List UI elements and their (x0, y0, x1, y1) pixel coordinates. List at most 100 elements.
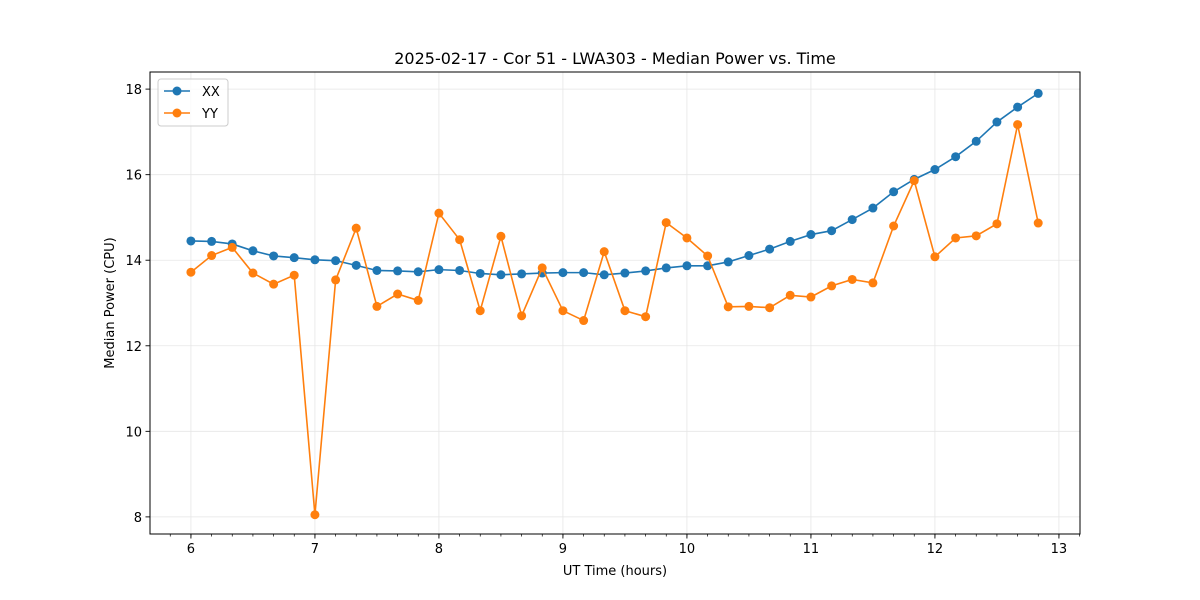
data-point-xx (455, 265, 465, 275)
data-point-yy (744, 301, 754, 311)
data-point-yy (496, 231, 506, 241)
data-point-yy (517, 311, 527, 321)
data-point-yy (620, 306, 630, 316)
data-point-yy (227, 242, 237, 252)
data-point-yy (537, 263, 547, 273)
data-point-yy (868, 278, 878, 288)
x-tick-label: 13 (1051, 542, 1068, 557)
data-point-yy (269, 279, 279, 289)
y-tick-label: 8 (134, 511, 142, 526)
data-point-yy (641, 312, 651, 322)
data-point-yy (806, 292, 816, 302)
x-tick-label: 7 (311, 542, 319, 557)
legend-label-xx: XX (202, 85, 220, 100)
x-tick-label: 9 (559, 542, 567, 557)
data-point-xx (682, 261, 692, 271)
data-point-xx (599, 270, 609, 280)
y-axis-label: Median Power (CPU) (103, 237, 118, 368)
data-point-xx (579, 268, 589, 278)
data-point-yy (599, 247, 609, 257)
data-point-xx (393, 266, 403, 276)
data-point-xx (765, 244, 775, 254)
data-point-yy (331, 275, 341, 285)
legend-marker-yy (172, 108, 182, 118)
y-tick-label: 10 (125, 425, 142, 440)
legend-label-yy: YY (201, 107, 218, 122)
data-point-yy (827, 281, 837, 291)
data-point-xx (413, 267, 423, 277)
data-point-yy (434, 208, 444, 218)
y-tick-label: 18 (125, 83, 142, 98)
data-point-xx (207, 236, 217, 246)
data-point-yy (413, 295, 423, 305)
data-point-xx (889, 187, 899, 197)
data-point-xx (847, 215, 857, 225)
data-point-yy (455, 235, 465, 245)
data-point-yy (475, 306, 485, 316)
data-point-yy (785, 290, 795, 300)
data-point-xx (434, 265, 444, 275)
data-point-xx (558, 268, 568, 278)
data-point-yy (289, 270, 299, 280)
data-point-xx (661, 263, 671, 273)
x-tick-label: 12 (927, 542, 944, 557)
plot-frame (149, 71, 1081, 535)
data-point-xx (475, 268, 485, 278)
data-point-xx (971, 136, 981, 146)
y-tick-label: 12 (125, 340, 142, 355)
data-point-yy (1013, 120, 1023, 130)
legend-marker-xx (172, 86, 182, 96)
data-point-xx (723, 257, 733, 267)
data-point-yy (393, 289, 403, 299)
series-line-xx (190, 92, 1039, 276)
data-point-xx (827, 226, 837, 236)
grid (150, 72, 1080, 534)
x-tick-label: 8 (435, 542, 443, 557)
data-point-yy (558, 306, 568, 316)
series-layer (186, 88, 1043, 520)
data-point-yy (351, 223, 361, 233)
data-point-yy (186, 267, 196, 277)
data-point-yy (372, 301, 382, 311)
data-point-xx (785, 236, 795, 246)
x-axis: 6 7 8 9 10 11 12 13 (169, 534, 1080, 557)
data-point-xx (310, 255, 320, 265)
data-point-yy (248, 268, 258, 278)
x-axis-label: UT Time (hours) (563, 564, 667, 579)
data-point-yy (661, 218, 671, 228)
data-point-xx (517, 269, 527, 279)
data-point-xx (641, 266, 651, 276)
data-point-xx (806, 230, 816, 240)
series-line-yy (190, 124, 1039, 515)
chart-title: 2025-02-17 - Cor 51 - LWA303 - Median Po… (394, 49, 836, 68)
data-point-yy (951, 233, 961, 243)
data-point-xx (1033, 88, 1043, 98)
x-tick-label: 10 (679, 542, 696, 557)
data-point-yy (703, 251, 713, 261)
data-point-xx (269, 251, 279, 261)
data-point-yy (310, 510, 320, 520)
data-point-yy (909, 176, 919, 186)
data-point-yy (971, 231, 981, 241)
data-point-xx (930, 165, 940, 175)
data-point-yy (682, 233, 692, 243)
data-point-yy (207, 251, 217, 261)
data-point-yy (930, 252, 940, 262)
x-tick-label: 6 (187, 542, 195, 557)
data-point-yy (889, 221, 899, 231)
data-point-xx (620, 268, 630, 278)
data-point-yy (1033, 218, 1043, 228)
data-point-yy (765, 303, 775, 313)
data-point-xx (372, 265, 382, 275)
data-point-xx (992, 117, 1002, 127)
x-tick-label: 11 (803, 542, 820, 557)
legend: XX YY (157, 78, 229, 127)
data-point-xx (186, 236, 196, 246)
data-point-xx (248, 246, 258, 256)
data-point-yy (847, 274, 857, 284)
data-point-yy (992, 219, 1002, 229)
data-point-yy (723, 302, 733, 312)
data-point-yy (579, 316, 589, 326)
y-tick-label: 16 (125, 169, 142, 184)
